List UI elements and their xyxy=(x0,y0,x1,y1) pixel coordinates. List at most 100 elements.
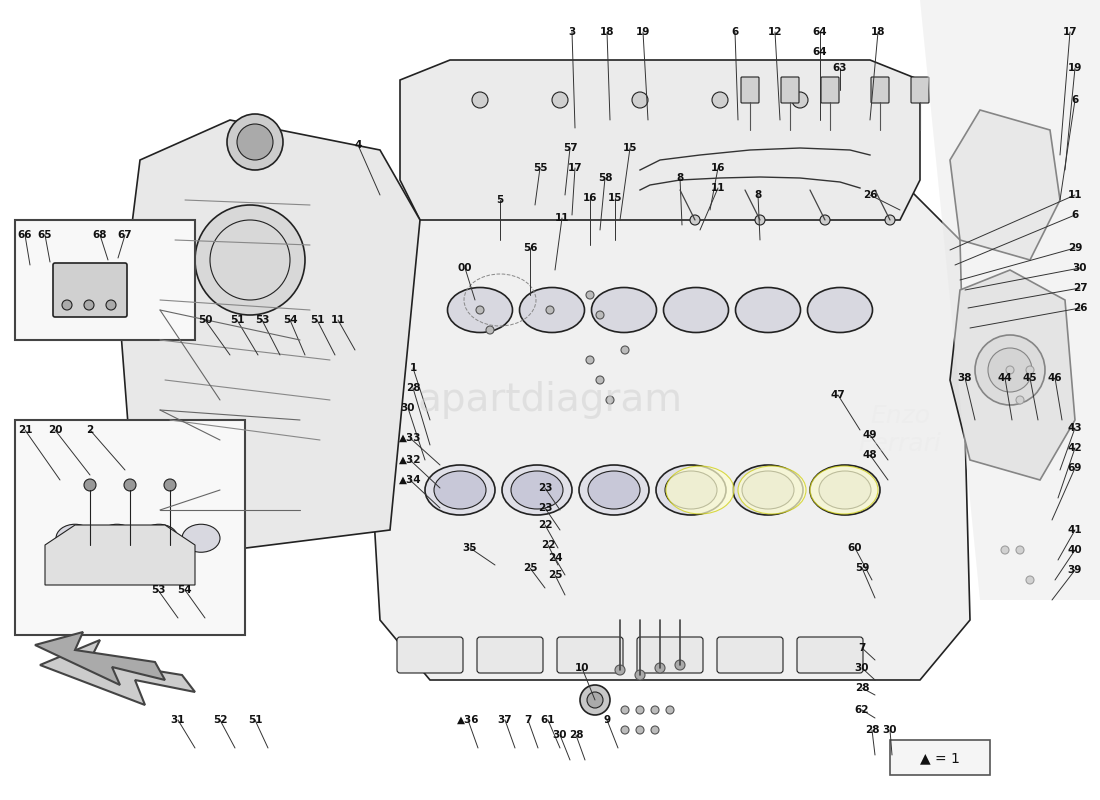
Text: 2: 2 xyxy=(87,425,94,435)
Text: 26: 26 xyxy=(862,190,878,200)
Circle shape xyxy=(1026,576,1034,584)
Ellipse shape xyxy=(820,471,871,509)
Text: 00: 00 xyxy=(458,263,472,273)
Text: 30: 30 xyxy=(1072,263,1087,273)
Text: 47: 47 xyxy=(830,390,846,400)
Text: 55: 55 xyxy=(532,163,548,173)
Text: 45: 45 xyxy=(1023,373,1037,383)
Circle shape xyxy=(1026,366,1034,374)
Circle shape xyxy=(596,376,604,384)
Circle shape xyxy=(84,300,94,310)
Circle shape xyxy=(552,92,568,108)
Text: 57: 57 xyxy=(563,143,578,153)
Text: 59: 59 xyxy=(855,563,869,573)
Circle shape xyxy=(654,663,666,673)
Text: 22: 22 xyxy=(541,540,556,550)
Text: 8: 8 xyxy=(676,173,683,183)
Circle shape xyxy=(596,311,604,319)
Circle shape xyxy=(227,114,283,170)
Circle shape xyxy=(84,479,96,491)
FancyBboxPatch shape xyxy=(477,637,543,673)
Text: 65: 65 xyxy=(37,230,53,240)
Ellipse shape xyxy=(448,287,513,333)
Text: ▲ = 1: ▲ = 1 xyxy=(920,751,960,765)
Text: 25: 25 xyxy=(548,570,562,580)
FancyBboxPatch shape xyxy=(397,637,463,673)
Text: 12: 12 xyxy=(768,27,782,37)
Text: 6: 6 xyxy=(1071,210,1079,220)
Circle shape xyxy=(636,726,644,734)
Circle shape xyxy=(820,215,830,225)
Polygon shape xyxy=(120,120,420,550)
Text: 38: 38 xyxy=(958,373,972,383)
Text: 15: 15 xyxy=(623,143,637,153)
Text: 31: 31 xyxy=(170,715,185,725)
Text: 62: 62 xyxy=(855,705,869,715)
Ellipse shape xyxy=(182,524,220,552)
Circle shape xyxy=(236,124,273,160)
Circle shape xyxy=(988,348,1032,392)
Text: 27: 27 xyxy=(1072,283,1087,293)
Text: ▲33: ▲33 xyxy=(398,433,421,443)
Text: 68: 68 xyxy=(92,230,108,240)
FancyBboxPatch shape xyxy=(557,637,623,673)
Text: 10: 10 xyxy=(574,663,590,673)
Circle shape xyxy=(106,300,116,310)
Text: 17: 17 xyxy=(1063,27,1077,37)
Ellipse shape xyxy=(56,524,94,552)
FancyBboxPatch shape xyxy=(890,740,990,775)
Text: 24: 24 xyxy=(548,553,562,563)
Text: 54: 54 xyxy=(283,315,297,325)
Ellipse shape xyxy=(502,465,572,515)
Circle shape xyxy=(886,215,895,225)
Text: 28: 28 xyxy=(406,383,420,393)
Text: 69: 69 xyxy=(1068,463,1082,473)
Circle shape xyxy=(546,306,554,314)
Circle shape xyxy=(472,92,488,108)
Text: 39: 39 xyxy=(1068,565,1082,575)
Text: 5: 5 xyxy=(496,195,504,205)
Text: 51: 51 xyxy=(310,315,324,325)
Text: 50: 50 xyxy=(198,315,212,325)
Text: 7: 7 xyxy=(858,643,866,653)
Text: 56: 56 xyxy=(522,243,537,253)
Text: 64: 64 xyxy=(813,47,827,57)
Ellipse shape xyxy=(663,287,728,333)
Ellipse shape xyxy=(98,524,136,552)
Text: 51: 51 xyxy=(248,715,262,725)
Polygon shape xyxy=(360,180,970,680)
Text: 48: 48 xyxy=(862,450,878,460)
Text: 22: 22 xyxy=(538,520,552,530)
Text: 49: 49 xyxy=(862,430,878,440)
Circle shape xyxy=(636,706,644,714)
Circle shape xyxy=(580,685,611,715)
Text: 21: 21 xyxy=(18,425,32,435)
Text: 18: 18 xyxy=(600,27,614,37)
Circle shape xyxy=(621,706,629,714)
Ellipse shape xyxy=(434,471,486,509)
Ellipse shape xyxy=(519,287,584,333)
Text: 16: 16 xyxy=(583,193,597,203)
Circle shape xyxy=(975,335,1045,405)
Text: 18: 18 xyxy=(871,27,886,37)
Text: 30: 30 xyxy=(882,725,898,735)
FancyBboxPatch shape xyxy=(15,220,195,340)
Text: apartdiagram: apartdiagram xyxy=(418,381,682,419)
Text: 46: 46 xyxy=(1047,373,1063,383)
Text: 19: 19 xyxy=(636,27,650,37)
Text: 30: 30 xyxy=(855,663,869,673)
Ellipse shape xyxy=(738,466,806,514)
Text: 29: 29 xyxy=(1068,243,1082,253)
Circle shape xyxy=(755,215,764,225)
Circle shape xyxy=(1016,546,1024,554)
Text: 37: 37 xyxy=(497,715,513,725)
Circle shape xyxy=(164,479,176,491)
Text: 7: 7 xyxy=(525,715,531,725)
Ellipse shape xyxy=(592,287,657,333)
Polygon shape xyxy=(950,270,1075,480)
Text: 41: 41 xyxy=(1068,525,1082,535)
Circle shape xyxy=(621,726,629,734)
Text: 11: 11 xyxy=(1068,190,1082,200)
Text: 6: 6 xyxy=(732,27,738,37)
Text: 1: 1 xyxy=(409,363,417,373)
